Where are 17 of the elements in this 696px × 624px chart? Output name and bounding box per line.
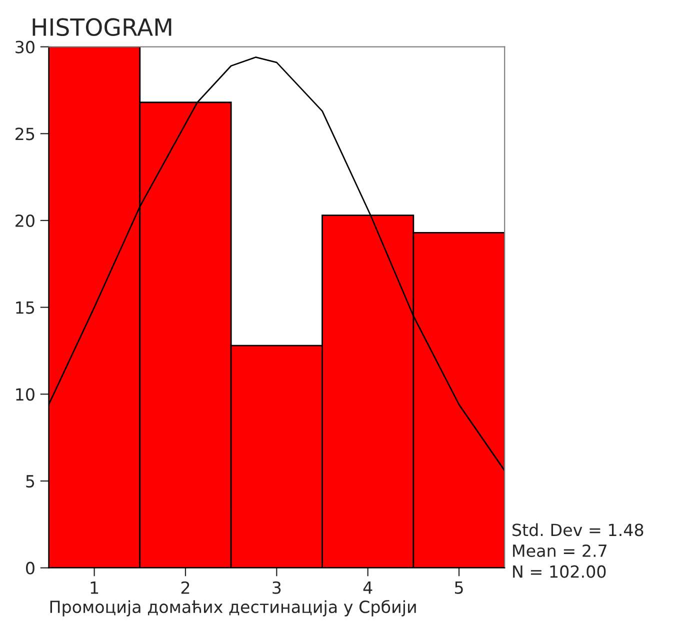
x-tick-label: 1 bbox=[90, 582, 98, 594]
text: N = 102.00 bbox=[513, 565, 606, 578]
x-tick-label: 4 bbox=[363, 582, 372, 594]
text: Mean = 2.7 bbox=[513, 544, 606, 558]
y-tick-label: 30 bbox=[16, 40, 34, 54]
y-tick-label: 20 bbox=[16, 214, 34, 228]
x-tick-label: 5 bbox=[454, 582, 463, 594]
x-tick-label: 2 bbox=[181, 581, 190, 594]
chart-title: HISTOGRAM bbox=[32, 18, 172, 36]
y-tick-label: 15 bbox=[16, 302, 34, 314]
text: Std. Dev = 1.48 bbox=[512, 523, 644, 536]
y-tick-label: 0 bbox=[26, 562, 34, 574]
x-tick-label: 3 bbox=[272, 581, 281, 594]
x-axis-title: Промоција домаћих дестинација у Србији bbox=[50, 600, 416, 616]
y-tick-label: 10 bbox=[16, 388, 34, 401]
y-tick-label: 5 bbox=[26, 475, 34, 488]
y-tick-label: 25 bbox=[16, 128, 34, 140]
